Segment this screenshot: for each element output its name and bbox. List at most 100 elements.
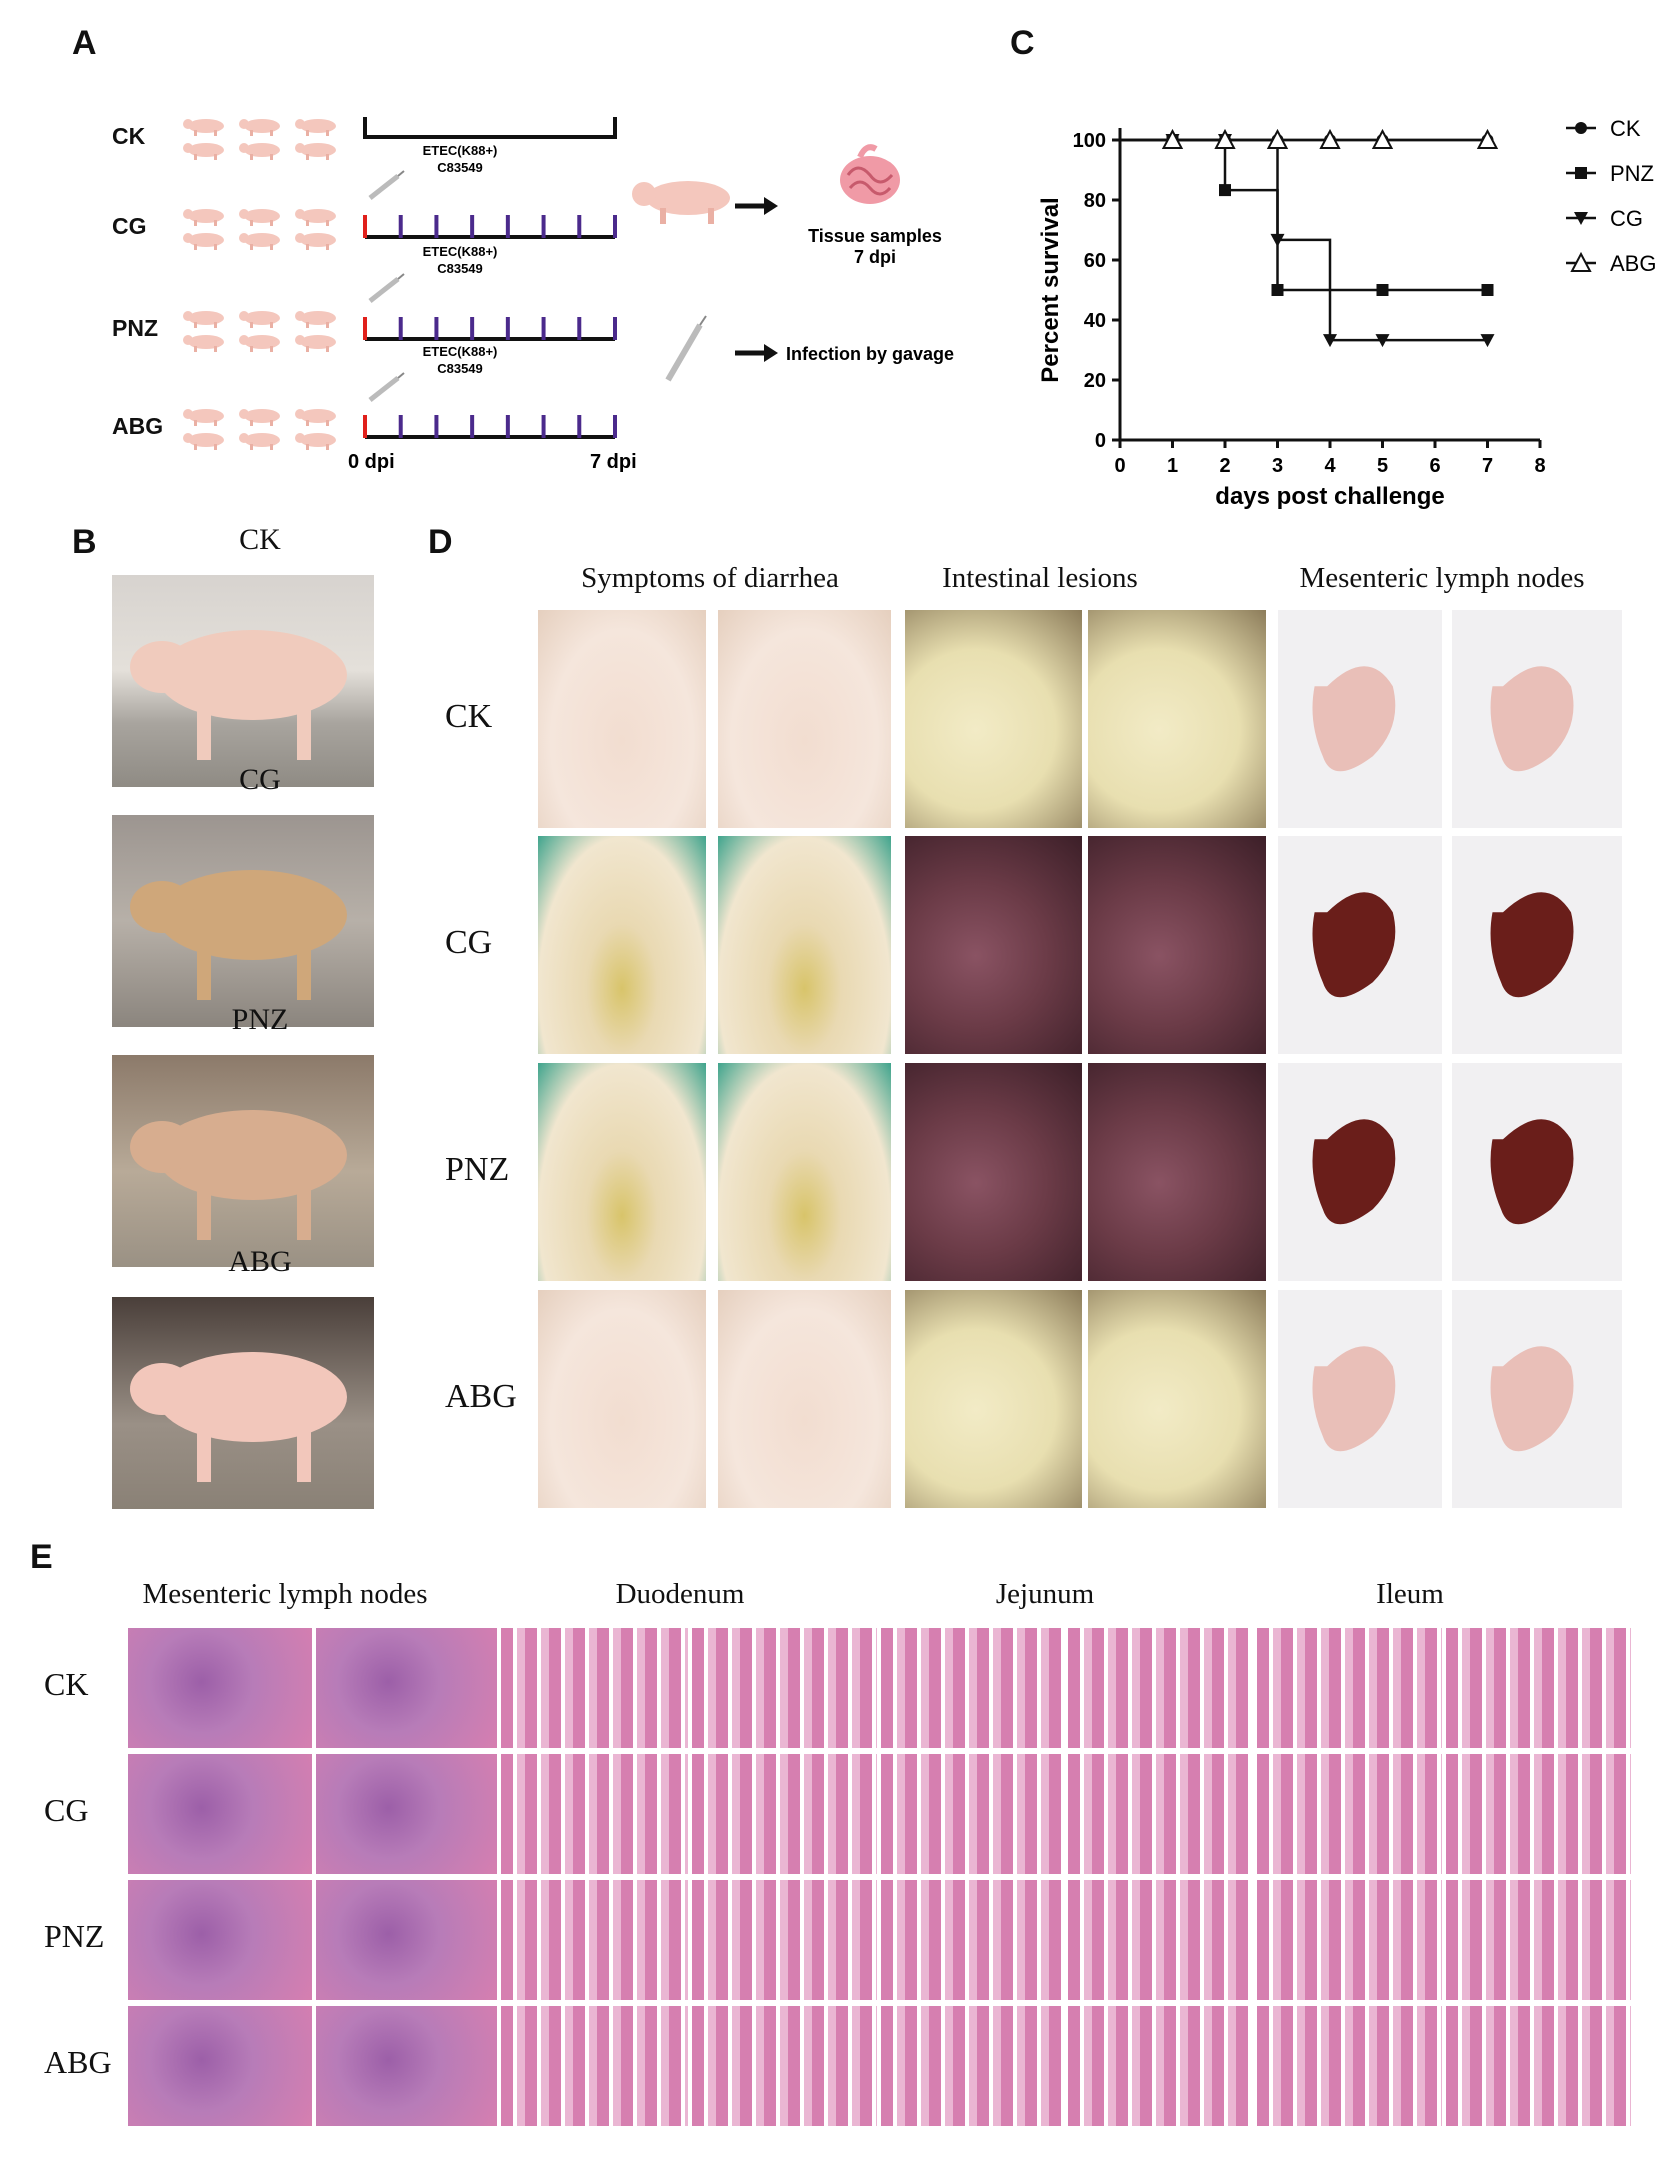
pig-icon	[239, 209, 280, 226]
panel-b-label-pnz: PNZ	[231, 1003, 289, 1036]
jejunum-histology	[881, 2006, 1065, 2126]
jejunum-histology	[1068, 1880, 1252, 2000]
intestine-photo	[905, 1290, 1082, 1508]
diarrhea-photo	[538, 1290, 706, 1508]
legend-label: ABG	[1610, 251, 1656, 276]
lymph-node-photo	[1452, 836, 1622, 1054]
legend-label: CG	[1610, 206, 1643, 231]
panel-e-column-title: Duodenum	[615, 1578, 745, 1610]
pig-icon	[295, 233, 336, 250]
jejunum-histology	[1068, 1754, 1252, 1874]
x-tick-label: 1	[1167, 455, 1178, 477]
panel-d-row-label-ck: CK	[445, 698, 493, 735]
pig-icon	[239, 119, 280, 136]
ileum-histology	[1257, 1754, 1442, 1874]
data-point	[1271, 284, 1284, 296]
legend-label: PNZ	[1610, 161, 1654, 186]
lymph-node-histology	[316, 2006, 497, 2126]
x-tick-label: 2	[1219, 455, 1230, 477]
pig-icon	[239, 335, 280, 352]
panel-e-row-label-abg: ABG	[44, 2044, 112, 2080]
lymph-node-histology	[128, 1628, 312, 1748]
data-point	[1574, 212, 1588, 225]
series-line	[1120, 138, 1488, 292]
pig-group-icon	[180, 405, 350, 451]
lymph-node-photo	[1278, 610, 1442, 828]
diarrhea-photo	[718, 1063, 891, 1281]
pig-icon	[183, 209, 224, 226]
duodenum-histology	[501, 1754, 688, 1874]
etec-strain-label: ETEC(K88+)	[423, 143, 498, 158]
diarrhea-photo	[538, 836, 706, 1054]
intestine-icon	[840, 144, 900, 204]
jejunum-histology	[881, 1880, 1065, 2000]
duodenum-histology	[501, 2006, 688, 2126]
x-tick-label: 6	[1429, 455, 1440, 477]
pig-icon	[183, 233, 224, 250]
x-tick-label: 3	[1272, 455, 1283, 477]
panel-a: CK CG PNZ ABG ETEC(K88+) C83549 ETEC(K88+) C835…	[0, 0, 1000, 500]
lymph-node-photo	[1278, 1063, 1442, 1281]
survival-chart: 0 20 40 60 80 100 0 1 2 3 4 5 6 7 8 Percent survival day…	[1037, 116, 1656, 510]
tissue-samples-day: 7 dpi	[854, 247, 896, 267]
panel-d-row-label-cg: CG	[445, 924, 493, 961]
x-tick-label: 0	[1114, 455, 1125, 477]
series-line	[1120, 138, 1488, 342]
jejunum-histology	[881, 1628, 1065, 1748]
series-pnz	[1120, 134, 1494, 296]
panel-d-row-label-abg: ABG	[445, 1378, 517, 1415]
lymph-node-photo	[1278, 1290, 1442, 1508]
etec-strain-id: C83549	[437, 361, 483, 376]
etec-strain-id: C83549	[437, 160, 483, 175]
dpi-end-label: 7 dpi	[590, 451, 637, 473]
syringe-icon	[368, 372, 405, 402]
intestine-photo	[1088, 610, 1266, 828]
data-point	[1270, 233, 1285, 247]
data-point	[1575, 167, 1587, 179]
pig-icon	[183, 409, 224, 426]
data-point	[1480, 334, 1495, 348]
ileum-histology	[1257, 2006, 1442, 2126]
lymph-node-histology	[128, 2006, 312, 2126]
panel-e-column-title: Ileum	[1376, 1578, 1444, 1610]
pig-icon	[295, 335, 336, 352]
x-tick-label: 5	[1377, 455, 1388, 477]
pig-icon	[295, 209, 336, 226]
x-tick-label: 4	[1324, 455, 1336, 477]
duodenum-histology	[692, 1754, 877, 1874]
pig-icon	[239, 311, 280, 328]
ileum-histology	[1446, 1880, 1631, 2000]
duodenum-histology	[501, 1880, 688, 2000]
pig-icon	[295, 119, 336, 136]
data-point	[1323, 334, 1337, 348]
syringe-icon	[665, 315, 707, 382]
pig-icon	[295, 311, 336, 328]
legend-item-pnz: PNZ	[1566, 161, 1654, 186]
panel-e-row-label-pnz: PNZ	[44, 1918, 105, 1954]
pig-icon	[295, 433, 336, 450]
y-axis-label: Percent survival	[1037, 197, 1064, 382]
lymph-node-photo	[1452, 1290, 1622, 1508]
panel-e-letter: E	[30, 1538, 53, 1576]
panel-d-column-title: Mesenteric lymph nodes	[1299, 562, 1585, 594]
lymph-node-photo	[1452, 610, 1622, 828]
x-tick-label: 8	[1534, 455, 1545, 477]
panel-b-label-ck: CK	[239, 523, 281, 556]
intestine-photo	[1088, 836, 1266, 1054]
y-tick-label: 60	[1084, 250, 1106, 272]
lymph-node-histology	[316, 1880, 497, 2000]
legend-item-abg: ABG	[1566, 251, 1656, 276]
pig-photo-abg	[112, 1297, 374, 1509]
y-tick-label: 0	[1095, 430, 1106, 452]
pig-icon	[183, 335, 224, 352]
lymph-node-histology	[316, 1754, 497, 1874]
series-cg	[1120, 134, 1495, 348]
data-point	[1319, 128, 1341, 149]
legend-item-ck: CK	[1566, 116, 1641, 141]
pig-icon	[239, 409, 280, 426]
panel-b-label-abg: ABG	[228, 1245, 292, 1278]
data-point	[1376, 284, 1389, 296]
y-tick-label: 80	[1084, 190, 1106, 212]
dpi-start-label: 0 dpi	[348, 451, 395, 473]
data-point	[1575, 122, 1587, 134]
